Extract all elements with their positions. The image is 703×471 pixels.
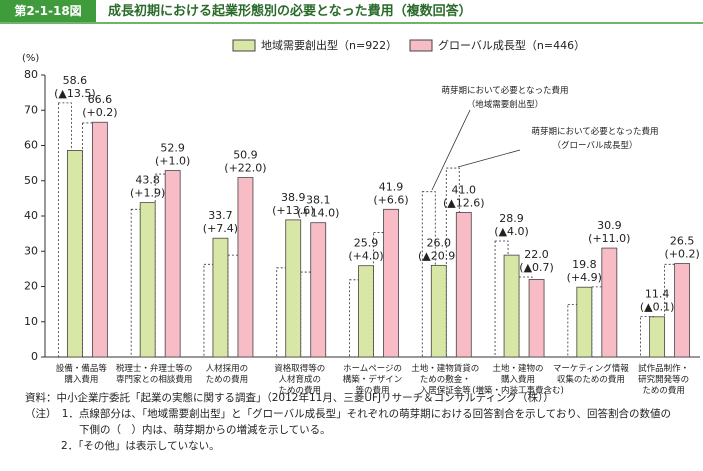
bar	[66, 150, 83, 358]
base-bar	[664, 263, 679, 358]
legend-label: グローバル成長型（n=446）	[438, 38, 585, 52]
x-tick-label: 土地・建物賃貸のための敷金・入居保証金等	[411, 363, 479, 396]
figure-label-box	[0, 0, 96, 22]
change-label: (+0.2)	[664, 248, 699, 261]
y-tick-label: 20	[24, 280, 38, 293]
value-label: 58.6	[63, 74, 88, 87]
change-label: (+1.9)	[130, 187, 165, 200]
change-label: (+4.0)	[348, 250, 383, 263]
change-label: (▲0.7)	[519, 261, 554, 274]
y-tick-label: 0	[31, 350, 38, 363]
x-tick-label: マーケティング情報収集のための費用	[553, 363, 629, 385]
bar	[212, 237, 229, 358]
x-tick-label: 土地・建物の購入費用(増築・内装工事費含む)	[472, 363, 564, 396]
source: 資料：中小企業庁委託「起業の実態に関する調査」（2012年11月、三菱UFJリサ…	[25, 391, 554, 404]
change-label: (+13.6)	[272, 204, 314, 217]
value-label: 25.9	[354, 237, 379, 250]
bar	[430, 264, 447, 358]
base-bar	[227, 254, 242, 358]
note: 2．「その他」は表示していない。	[61, 439, 220, 452]
base-bar	[567, 304, 582, 358]
change-label: (+1.0)	[155, 155, 190, 168]
x-tick-label: 設備・備品等購入費用	[56, 363, 108, 385]
y-tick-label: 30	[24, 244, 38, 257]
x-tick-label: 税理士・弁理士等の専門家との相談費用	[116, 363, 193, 385]
y-tick-label: 10	[24, 315, 38, 328]
change-label: (+22.0)	[224, 162, 266, 175]
value-label: 19.8	[572, 258, 597, 271]
bar	[455, 212, 472, 358]
change-label: (+4.9)	[567, 271, 602, 284]
change-label: (▲12.6)	[443, 196, 485, 209]
bar	[91, 121, 108, 358]
note: 下側の（ ）内は、萌芽期からの増減を示している。	[79, 423, 331, 436]
bar	[576, 286, 593, 358]
y-tick-label: 80	[24, 68, 38, 81]
bar	[503, 254, 520, 358]
change-label: (▲20.9)	[418, 249, 460, 262]
value-label: 52.9	[160, 142, 185, 155]
y-tick-label: 50	[24, 174, 38, 187]
value-label: 41.9	[379, 180, 404, 193]
value-label: 41.0	[452, 183, 477, 196]
y-tick-label: 60	[24, 139, 38, 152]
value-label: 11.4	[645, 287, 670, 300]
bar	[649, 316, 666, 358]
bar	[601, 247, 618, 358]
value-label: 66.6	[88, 93, 113, 106]
change-label: (+7.4)	[203, 222, 238, 235]
value-label: 50.9	[233, 149, 258, 162]
value-label: 30.9	[597, 219, 622, 232]
change-label: (+14.0)	[297, 207, 339, 220]
value-label: 22.0	[524, 248, 549, 261]
bar	[310, 222, 327, 358]
value-label: 26.5	[670, 235, 695, 248]
legend-swatch	[232, 39, 256, 52]
value-label: 33.7	[208, 209, 233, 222]
legend-swatch	[409, 39, 433, 52]
change-label: (▲0.1)	[640, 300, 675, 313]
x-tick-label: 人材採用のための費用	[206, 363, 249, 385]
figure-label: 第2-1-18図	[14, 3, 81, 18]
leader-line	[457, 149, 521, 168]
note: （注） 1．点線部分は、「地域需要創出型」と「グローバル成長型」それぞれの萌芽期…	[25, 407, 671, 420]
change-label: (+6.6)	[373, 193, 408, 206]
bar	[164, 170, 181, 358]
value-label: 26.0	[427, 236, 452, 249]
x-tick-label: ホームページの構築・デザイン等の費用	[343, 364, 403, 396]
chart-title: 成長初期における起業形態別の必要となった費用（複数回答）	[108, 3, 472, 19]
value-label: 38.9	[281, 191, 306, 204]
annotation: 萌芽期において必要となった費用（地域需要創出型）	[442, 85, 569, 110]
change-label: (+11.0)	[588, 232, 630, 245]
base-bar	[445, 167, 460, 358]
bar	[237, 177, 254, 358]
y-unit: (%)	[22, 53, 39, 64]
value-label: 43.8	[135, 174, 160, 187]
bar	[674, 263, 691, 358]
annotation: 萌芽期において必要となった費用（グローバル成長型）	[532, 126, 659, 151]
x-tick-label: 試作品制作・研究開発等のための費用	[638, 363, 689, 396]
value-label: 38.1	[306, 194, 331, 207]
change-label: (▲4.0)	[494, 225, 529, 238]
bar	[528, 279, 545, 358]
leader-line	[431, 109, 471, 191]
bar	[139, 202, 156, 358]
bar	[358, 265, 374, 358]
y-tick-label: 40	[24, 209, 38, 222]
legend-label: 地域需要創出型（n=922）	[261, 38, 397, 52]
base-bar	[349, 279, 363, 358]
y-tick-label: 70	[24, 103, 38, 116]
value-label: 28.9	[499, 212, 524, 225]
bar	[383, 208, 399, 358]
change-label: (+0.2)	[82, 106, 117, 119]
x-tick-label: 資格取得等の人材育成のための費用	[274, 363, 325, 396]
bar	[285, 219, 302, 358]
base-bar	[203, 263, 218, 358]
change-label: (▲13.5)	[54, 87, 96, 100]
base-bar	[421, 191, 436, 358]
